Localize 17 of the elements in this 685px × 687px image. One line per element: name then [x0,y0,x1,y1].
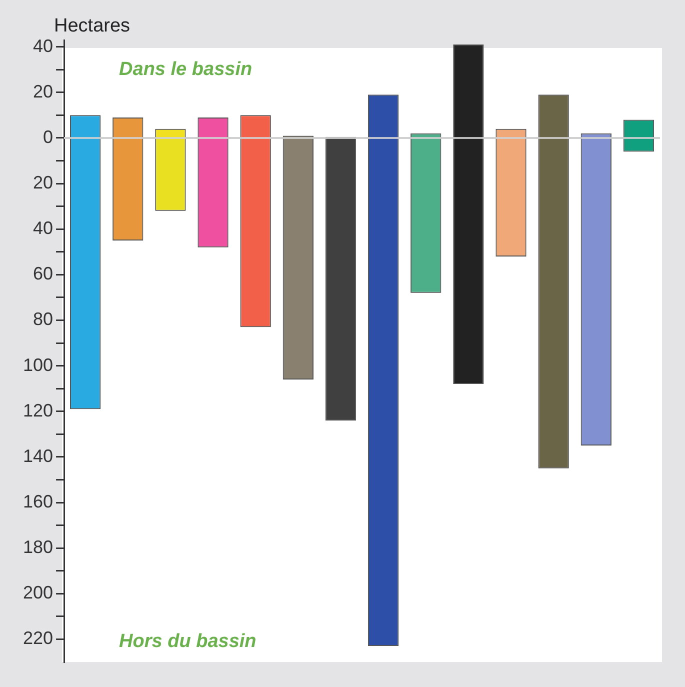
y-tick-label: 80 [33,309,54,330]
y-tick-label: 180 [22,537,54,558]
y-tick-label: 0 [43,126,54,147]
y-tick-label: 120 [22,400,54,420]
y-tick-label: 20 [33,81,54,102]
annotation: Hors du bassin [119,631,256,652]
y-tick-label: 200 [22,582,54,603]
y-tick-label: 220 [22,628,54,648]
y-axis-title: Hectares [54,16,130,37]
y-tick-label: 20 [33,172,54,193]
y-tick-label: 100 [22,354,54,375]
annotation: Dans le bassin [119,59,252,80]
y-tick-label: 40 [33,218,54,238]
y-tick-label: 140 [22,446,54,466]
y-tick-label: 160 [22,491,54,512]
y-tick-label: 40 [33,36,54,56]
y-tick-label: 60 [33,264,54,284]
